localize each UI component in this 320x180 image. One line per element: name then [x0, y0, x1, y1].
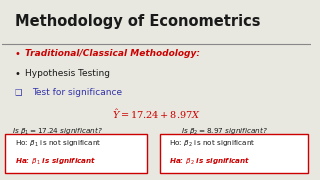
Text: Ho: $\beta_1$ is not significant: Ho: $\beta_1$ is not significant: [15, 139, 101, 149]
Text: Is $\beta_2 = 8.97$ significant?: Is $\beta_2 = 8.97$ significant?: [181, 125, 268, 137]
Text: ❑: ❑: [15, 88, 22, 97]
Text: Test for significance: Test for significance: [32, 88, 122, 97]
FancyBboxPatch shape: [160, 134, 308, 173]
Text: Ha: $\beta_2$ is significant: Ha: $\beta_2$ is significant: [169, 156, 251, 167]
Text: •: •: [15, 69, 20, 79]
Text: Methodology of Econometrics: Methodology of Econometrics: [15, 14, 260, 29]
Text: Hypothesis Testing: Hypothesis Testing: [25, 69, 110, 78]
Text: Traditional/Classical Methodology:: Traditional/Classical Methodology:: [25, 49, 200, 58]
Text: Ho: $\beta_2$ is not significant: Ho: $\beta_2$ is not significant: [169, 139, 256, 149]
FancyBboxPatch shape: [5, 134, 148, 173]
Text: $\hat{Y} = 17.24 + 8.97X$: $\hat{Y} = 17.24 + 8.97X$: [112, 108, 201, 122]
Text: Is $\beta_1 = 17.24$ significant?: Is $\beta_1 = 17.24$ significant?: [12, 125, 103, 137]
Text: •: •: [15, 49, 20, 59]
Text: Ha: $\beta_1$ is significant: Ha: $\beta_1$ is significant: [15, 156, 96, 167]
